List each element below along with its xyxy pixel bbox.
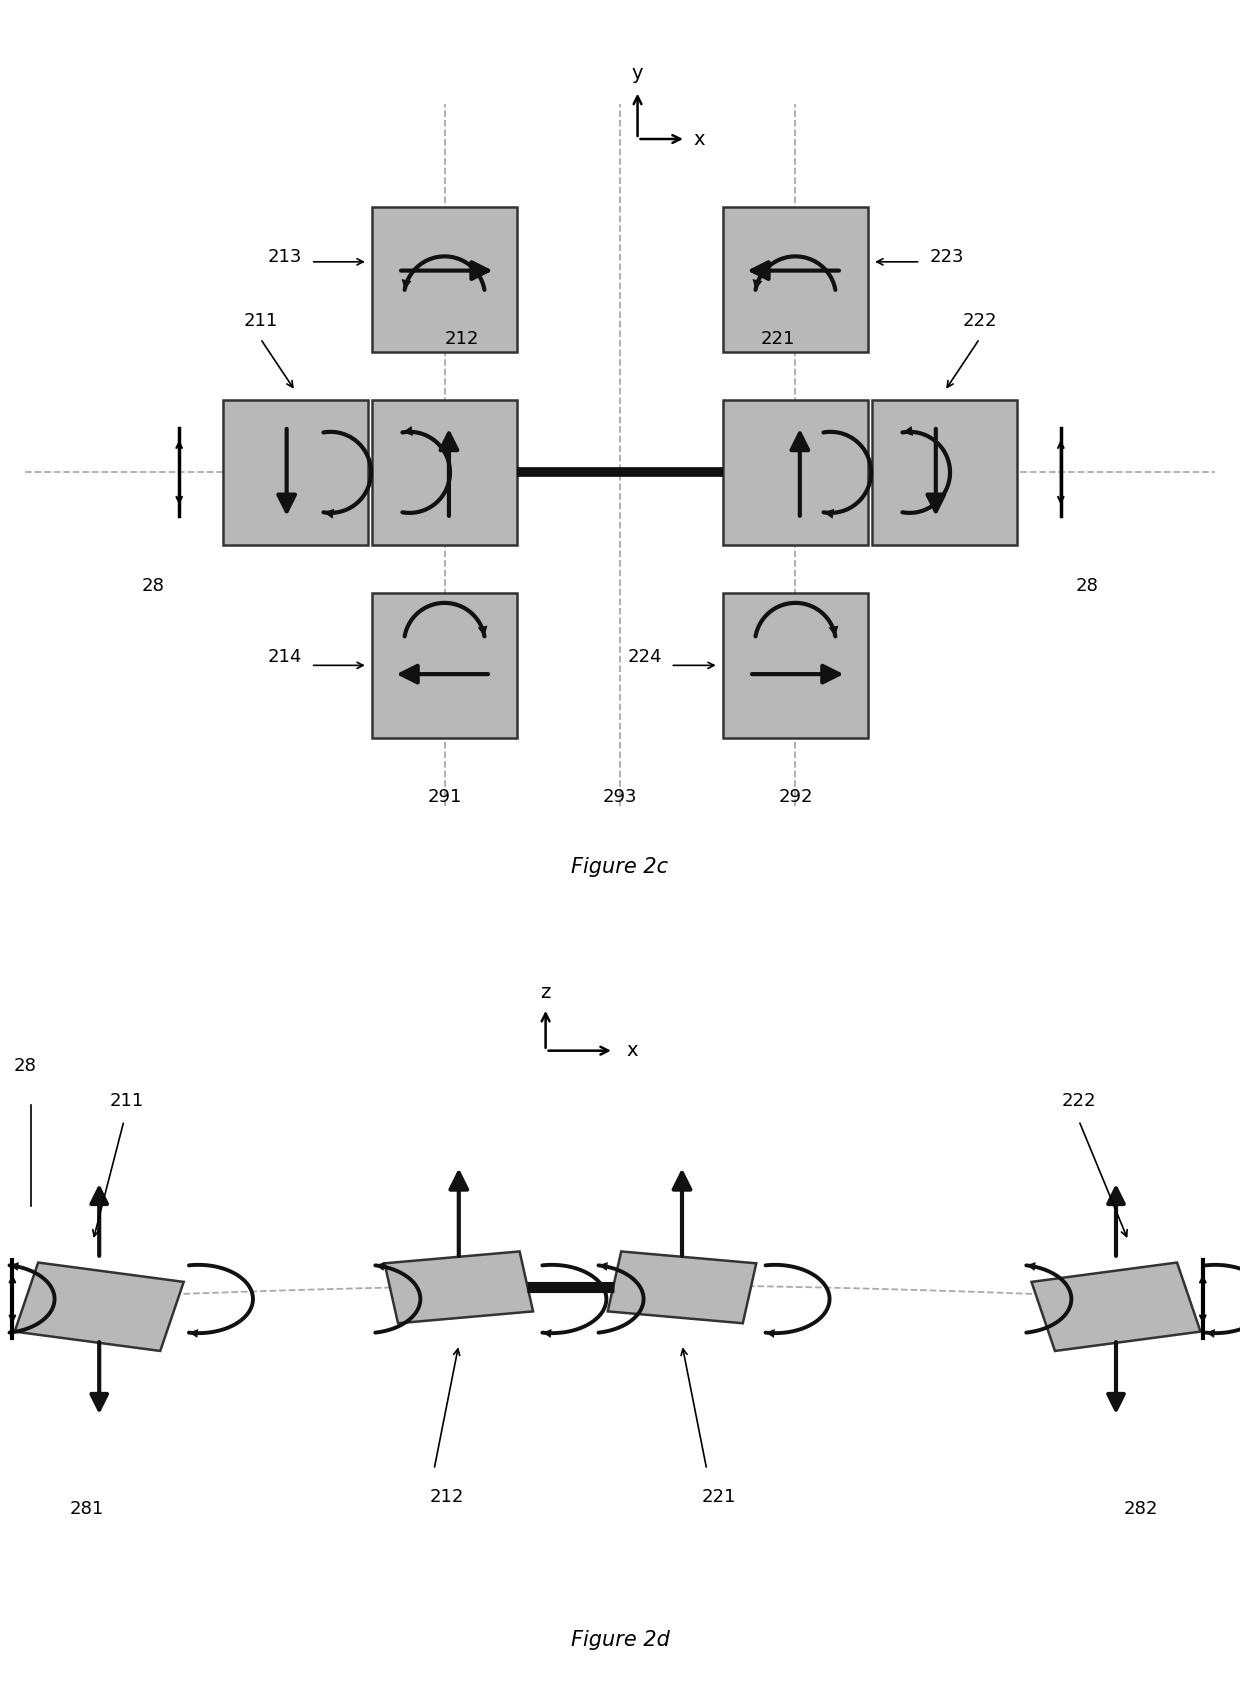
Text: 211: 211 [243, 312, 278, 331]
Text: 214: 214 [268, 648, 303, 666]
Text: y: y [632, 64, 644, 83]
Text: 292: 292 [779, 788, 812, 806]
Text: Figure 2d: Figure 2d [570, 1630, 670, 1650]
FancyBboxPatch shape [372, 400, 517, 545]
Text: 224: 224 [627, 648, 662, 666]
Polygon shape [384, 1252, 533, 1323]
Text: 212: 212 [445, 329, 480, 348]
FancyBboxPatch shape [723, 594, 868, 737]
FancyBboxPatch shape [223, 400, 368, 545]
Text: 213: 213 [268, 248, 303, 267]
Text: 223: 223 [929, 248, 963, 267]
Text: x: x [626, 1041, 639, 1059]
Text: 28: 28 [141, 577, 165, 596]
Text: 281: 281 [69, 1500, 104, 1518]
Text: 211: 211 [109, 1091, 144, 1110]
Text: 28: 28 [1075, 577, 1099, 596]
Polygon shape [1032, 1262, 1200, 1351]
Text: 222: 222 [1061, 1091, 1096, 1110]
FancyBboxPatch shape [372, 208, 517, 353]
FancyBboxPatch shape [872, 400, 1017, 545]
Text: 222: 222 [962, 312, 997, 331]
FancyBboxPatch shape [723, 400, 868, 545]
Text: x: x [693, 130, 704, 148]
Text: Figure 2c: Figure 2c [572, 857, 668, 877]
Text: 291: 291 [428, 788, 461, 806]
FancyBboxPatch shape [372, 594, 517, 737]
Polygon shape [608, 1252, 756, 1323]
Text: 221: 221 [760, 329, 795, 348]
Text: 28: 28 [14, 1058, 36, 1075]
Text: 293: 293 [603, 788, 637, 806]
Text: 221: 221 [702, 1488, 737, 1506]
Text: 212: 212 [429, 1488, 464, 1506]
Polygon shape [15, 1262, 184, 1351]
Text: z: z [541, 984, 551, 1002]
Text: 282: 282 [1123, 1500, 1158, 1518]
FancyBboxPatch shape [723, 208, 868, 353]
